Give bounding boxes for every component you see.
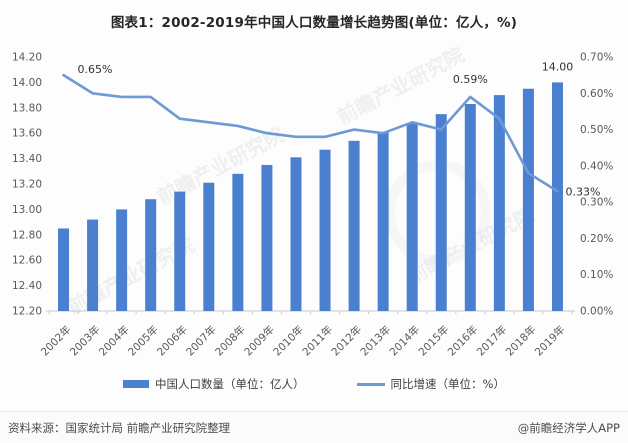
right-axis-tick-label: 0.30% — [580, 197, 613, 209]
x-axis-label: 2018年 — [503, 323, 539, 359]
right-axis-tick-label: 0.20% — [580, 233, 613, 245]
bar-2006年 — [174, 191, 186, 311]
x-axis-label: 2002年 — [38, 323, 74, 359]
bar-2014年 — [406, 123, 418, 311]
population-growth-chart: 14.20 14.00 13.80 13.60 13.40 13.20 13.00 12.80… — [12, 52, 613, 359]
bar-2016年 — [464, 103, 476, 312]
x-axis-label: 2010年 — [271, 323, 307, 359]
bar-2018年 — [522, 88, 534, 311]
left-axis-tick-label: 13.80 — [12, 102, 42, 114]
bar-series — [58, 82, 563, 312]
x-axis-label: 2007年 — [183, 323, 219, 359]
legend-item-growth: 同比增速（单位：%） — [356, 376, 505, 392]
left-axis-tick-label: 13.60 — [12, 128, 42, 140]
bar-2007年 — [203, 182, 215, 311]
brand-credit-text: @前瞻经济学人APP — [517, 420, 620, 435]
right-axis-tick-label: 0.10% — [580, 269, 613, 281]
left-axis-tick-label: 12.80 — [12, 229, 42, 241]
x-axis-label: 2004年 — [96, 323, 132, 359]
right-axis-tick-label: 0.00% — [580, 306, 613, 318]
left-axis-tick-label: 12.40 — [12, 280, 42, 292]
right-axis-tick-label: 0.60% — [580, 88, 613, 100]
legend-label-growth: 同比增速（单位：%） — [390, 377, 505, 391]
data-label: 14.00 — [542, 60, 574, 73]
line-series-swatch — [356, 382, 385, 386]
chart-legend: 中国人口数量（单位：亿人） 同比增速（单位：%） — [0, 376, 628, 392]
x-axis-label: 2019年 — [532, 323, 568, 359]
right-axis-tick-label: 0.40% — [580, 160, 613, 172]
x-axis-label: 2008年 — [212, 323, 248, 359]
bar-2019年 — [551, 82, 563, 312]
left-axis-tick-label: 14.00 — [12, 77, 42, 89]
x-axis-label: 2003年 — [67, 323, 103, 359]
bar-2008年 — [232, 173, 244, 311]
bar-2004年 — [116, 209, 128, 311]
bar-2010年 — [290, 157, 302, 311]
bar-2005年 — [145, 199, 157, 311]
bar-2017年 — [493, 95, 505, 311]
legend-label-population: 中国人口数量（单位：亿人） — [155, 377, 305, 391]
x-axis-label: 2011年 — [300, 323, 336, 359]
chart-title: 图表1：2002-2019年中国人口数量增长趋势图(单位：亿人，%) — [110, 15, 518, 31]
left-axis-tick-label: 13.40 — [12, 153, 42, 165]
right-axis-tick-label: 0.70% — [580, 52, 613, 64]
x-axis-label: 2016年 — [445, 323, 481, 359]
data-label: 0.65% — [78, 63, 113, 76]
bar-series-swatch — [123, 380, 150, 388]
x-axis-label: 2005年 — [125, 323, 161, 359]
bar-2012年 — [348, 140, 360, 311]
footer: 资料来源：国家统计局 前瞻产业研究院整理 @前瞻经济学人APP — [0, 411, 628, 443]
left-axis-tick-label: 12.60 — [12, 255, 42, 267]
x-axis-label: 2014年 — [387, 323, 423, 359]
bar-2011年 — [319, 149, 331, 311]
data-label: 0.59% — [453, 73, 488, 86]
x-axis-label: 2012年 — [329, 323, 365, 359]
right-axis-tick-label: 0.50% — [580, 124, 613, 136]
bar-2013年 — [377, 131, 389, 311]
x-axis-label: 2009年 — [242, 323, 278, 359]
bar-2003年 — [87, 219, 99, 311]
data-label: 0.33% — [565, 185, 600, 198]
bar-2002年 — [58, 228, 70, 311]
left-axis-tick-label: 13.00 — [12, 204, 42, 216]
x-axis-label: 2006年 — [154, 323, 190, 359]
legend-item-population: 中国人口数量（单位：亿人） — [123, 376, 305, 392]
left-axis-tick-label: 14.20 — [12, 52, 42, 64]
x-axis-label: 2013年 — [358, 323, 394, 359]
line-series — [62, 73, 559, 193]
x-axis-label: 2015年 — [416, 323, 452, 359]
left-axis-tick-label: 12.20 — [12, 306, 42, 318]
x-axis-label: 2017年 — [474, 323, 510, 359]
bar-2015年 — [435, 114, 447, 312]
left-axis-tick-label: 13.20 — [12, 179, 42, 191]
bar-2009年 — [261, 164, 273, 311]
data-source-text: 资料来源：国家统计局 前瞻产业研究院整理 — [8, 420, 231, 435]
